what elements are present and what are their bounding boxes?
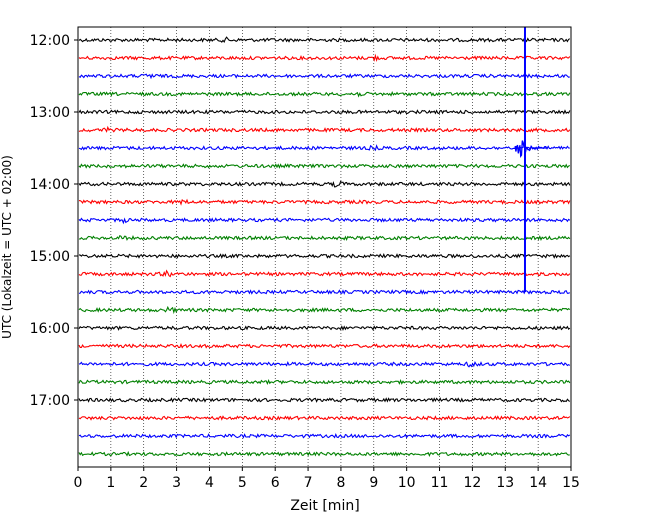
- x-tick-label-1: 1: [106, 475, 115, 491]
- trace-row-13:45: [78, 163, 571, 169]
- x-tick-label-5: 5: [238, 475, 247, 491]
- trace-row-13:30: [78, 144, 570, 152]
- trace-row-16:15: [78, 343, 571, 349]
- x-tick-label-9: 9: [369, 475, 378, 491]
- trace-row-15:30: [78, 289, 571, 295]
- plot-frame: [77, 26, 572, 468]
- trace-row-14:45: [78, 234, 571, 242]
- trace-row-12:45: [78, 91, 571, 98]
- x-tick-label-7: 7: [304, 475, 313, 491]
- x-tick-label-10: 10: [398, 475, 416, 491]
- trace-row-17:45: [78, 450, 570, 457]
- y-tick-label-14:00: 14:00: [30, 177, 70, 193]
- trace-row-13:15: [78, 125, 571, 134]
- trace-row-14:15: [78, 198, 571, 206]
- y-axis-label: UTC (Lokalzeit = UTC + 02:00): [0, 155, 14, 339]
- x-tick-label-3: 3: [172, 475, 181, 491]
- y-tick-label-15:00: 15:00: [30, 249, 70, 265]
- grid-lines: [110, 27, 539, 467]
- trace-row-15:45: [78, 305, 571, 315]
- trace-row-14:00: [78, 180, 571, 188]
- trace-row-16:45: [78, 378, 571, 386]
- y-tick-label-16:00: 16:00: [30, 321, 70, 337]
- seismic-traces: [78, 36, 571, 457]
- x-tick-label-13: 13: [496, 475, 514, 491]
- trace-row-12:30: [78, 73, 570, 80]
- trace-row-14:30: [78, 217, 571, 225]
- x-tick-label-11: 11: [431, 475, 449, 491]
- trace-row-13:00: [78, 109, 571, 115]
- trace-row-17:00: [78, 397, 571, 403]
- x-tick-label-4: 4: [205, 475, 214, 491]
- x-tick-label-8: 8: [336, 475, 345, 491]
- x-tick-label-0: 0: [74, 475, 83, 491]
- earthquake-burst: [514, 139, 548, 158]
- axis-ticks: 0 1 2 3 4 5 6 7 8 9 10 11 12 13 14 1512:0013:0014:0015:…: [30, 33, 580, 491]
- trace-row-17:15: [78, 415, 571, 421]
- trace-row-15:00: [78, 252, 571, 260]
- seismic-events: [514, 27, 548, 292]
- trace-row-16:00: [78, 325, 571, 331]
- trace-row-15:15: [78, 269, 571, 278]
- x-tick-label-14: 14: [529, 475, 547, 491]
- x-axis-label: Zeit [min]: [290, 498, 359, 514]
- y-tick-label-17:00: 17:00: [30, 393, 70, 409]
- trace-row-16:30: [78, 360, 571, 368]
- y-tick-label-13:00: 13:00: [30, 105, 70, 121]
- x-tick-label-2: 2: [139, 475, 148, 491]
- y-tick-label-12:00: 12:00: [30, 33, 70, 49]
- x-tick-label-6: 6: [271, 475, 280, 491]
- x-tick-label-12: 12: [463, 475, 481, 491]
- trace-row-12:00: [78, 36, 571, 44]
- x-tick-label-15: 15: [562, 475, 580, 491]
- trace-row-12:15: [78, 53, 571, 62]
- trace-row-17:30: [78, 433, 571, 439]
